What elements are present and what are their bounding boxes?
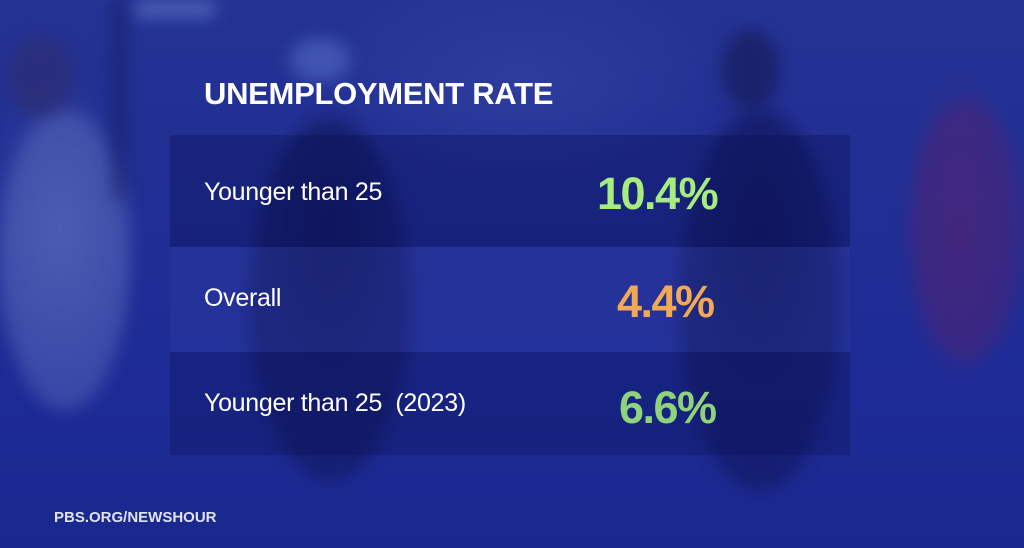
person-head-center-right — [722, 30, 780, 110]
row-value-under-25-2023: 6.6% — [619, 382, 717, 433]
row-band-1 — [170, 135, 850, 247]
row-label-under-25: Younger than 25 — [204, 178, 383, 206]
row-label-overall: Overall — [204, 284, 282, 312]
person-silhouette-left — [0, 110, 130, 410]
person-silhouette-right — [910, 100, 1024, 360]
row-value-overall: 4.4% — [617, 276, 715, 327]
chart-title: UNEMPLOYMENT RATE — [204, 76, 554, 111]
person-head-left — [8, 36, 74, 116]
person-silhouette-center-right — [680, 110, 840, 490]
row-band-3 — [170, 352, 850, 455]
person-cap — [290, 38, 350, 82]
person-silhouette-center-left — [250, 120, 410, 480]
signpost — [112, 0, 126, 200]
sign-board — [135, 0, 215, 18]
source-credit: PBS.ORG/NEWSHOUR — [54, 509, 217, 526]
row-value-under-25: 10.4% — [597, 168, 719, 219]
row-band-2 — [170, 247, 850, 352]
row-label-under-25-2023: Younger than 25 (2023) — [204, 389, 466, 417]
